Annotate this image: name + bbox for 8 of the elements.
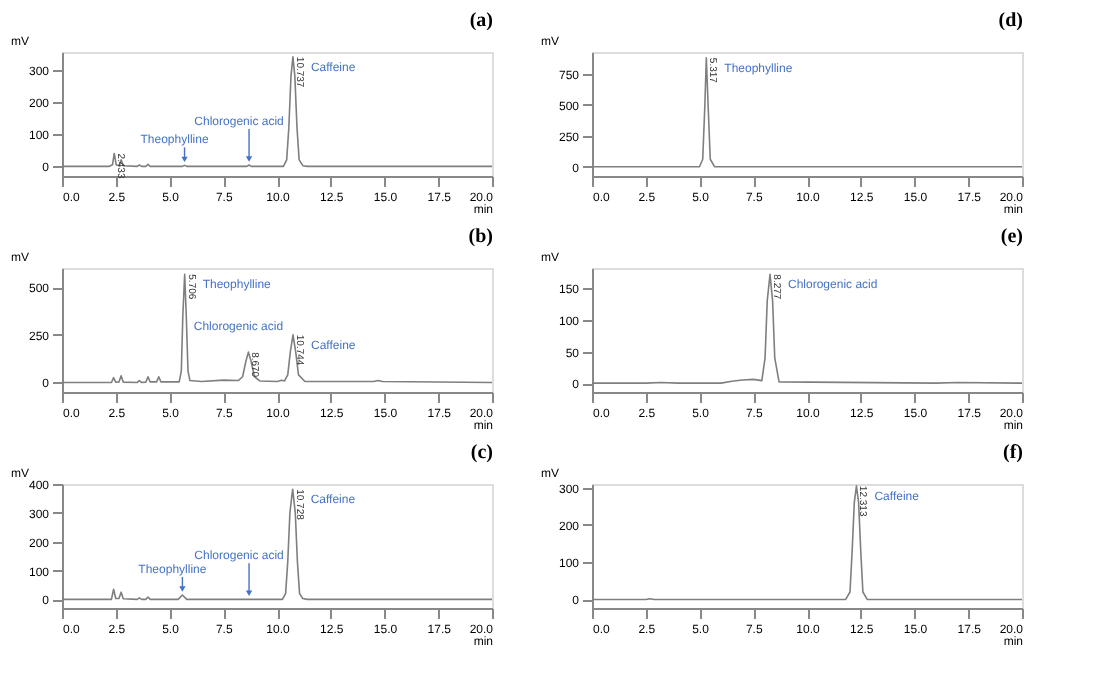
chart-title: (c)	[470, 442, 493, 464]
chart-title: (e)	[1000, 226, 1023, 248]
chart-title: (f)	[1003, 442, 1023, 464]
line-series	[62, 488, 492, 601]
line-series	[592, 485, 1022, 601]
chart-title: (d)	[998, 10, 1023, 32]
chart-title: (a)	[469, 10, 493, 32]
chart-title: (b)	[468, 226, 493, 248]
